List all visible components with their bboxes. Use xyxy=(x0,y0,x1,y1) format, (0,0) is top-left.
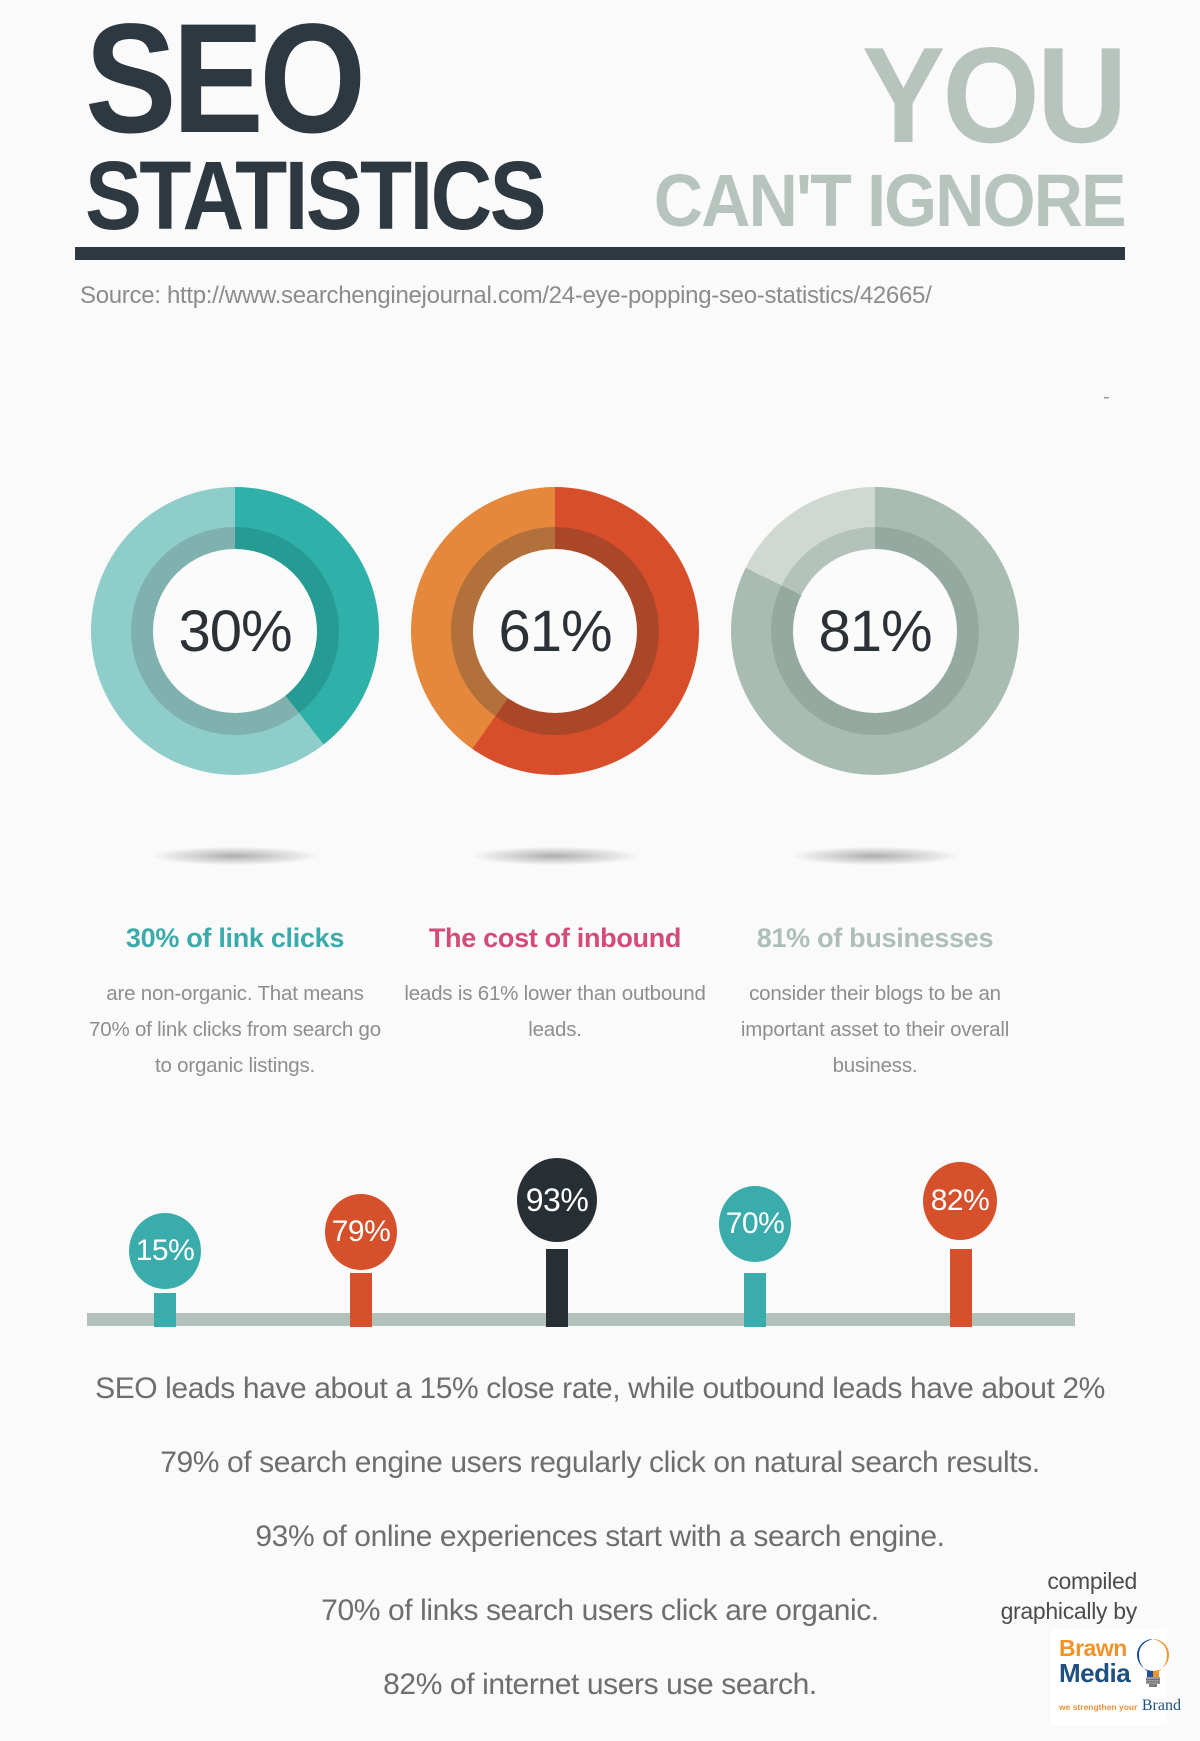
donut-hole: 30% xyxy=(153,549,317,713)
donut-caption-heading: 81% of businesses xyxy=(756,923,994,953)
statement-natural-results: 79% of search engine users regularly cli… xyxy=(160,1446,1040,1479)
donut-hole: 61% xyxy=(473,549,637,713)
donut-shadow xyxy=(758,843,992,869)
logo-word-brawn: Brawn xyxy=(1059,1635,1127,1661)
subtitle-line2: CAN'T IGNORE xyxy=(654,158,1127,242)
lollipop-bubble-82: 82% xyxy=(923,1162,997,1240)
statement-search-engine-start: 93% of online experiences start with a s… xyxy=(255,1520,945,1553)
lollipop-value-label: 79% xyxy=(331,1215,391,1248)
lollipop-bubble-79: 79% xyxy=(325,1194,397,1270)
donut-chart-61: 61% xyxy=(411,487,699,775)
compiled-by-text: compiled graphically by xyxy=(1000,1566,1138,1626)
lollipop-value-label: 93% xyxy=(525,1181,589,1218)
donut-caption-body: consider their blogs to be an important … xyxy=(740,982,1010,1077)
donut-chart-30: 30% xyxy=(91,487,379,775)
logo-tagline: we strengthen your Brand xyxy=(1059,1697,1181,1715)
donut-value-label: 30% xyxy=(178,598,292,664)
donut-value-label: 61% xyxy=(498,598,612,664)
donut-shadow xyxy=(438,843,672,869)
brawn-media-logo: Brawn Media we strengthen your Brand xyxy=(1051,1629,1181,1725)
brain-lightbulb-icon xyxy=(1133,1637,1173,1694)
donut-hole: 81% xyxy=(793,549,957,713)
donut-shadow xyxy=(118,843,352,869)
donut-caption-body: are non-organic. That means 70% of link … xyxy=(89,982,381,1077)
lollipop-bubble-93: 93% xyxy=(517,1158,597,1242)
statements-block: SEO leads have about a 15% close rate, w… xyxy=(0,1352,1200,1722)
donut-caption-heading: 30% of link clicks xyxy=(125,923,345,953)
compiled-line1: compiled xyxy=(1047,1568,1137,1594)
source-url-text: Source: http://www.searchenginejournal.c… xyxy=(80,282,932,309)
donut-chart-81: 81% xyxy=(731,487,1019,775)
stray-dash-mark: - xyxy=(1103,386,1110,408)
lollipop-value-label: 70% xyxy=(725,1207,785,1240)
lollipop-stem-70 xyxy=(744,1273,766,1327)
logo-wordmark: Brawn Media xyxy=(1059,1635,1131,1688)
lollipop-value-label: 15% xyxy=(135,1234,195,1267)
page-title: SEO xyxy=(85,0,366,166)
logo-top-row: Brawn Media xyxy=(1059,1635,1170,1694)
donut-caption-heading: The cost of inbound xyxy=(428,923,682,953)
lollipop-value-label: 82% xyxy=(930,1184,990,1217)
donut-column-2: 61% The cost of inbound leads is 61% low… xyxy=(395,487,715,1084)
lollipop-stem-93 xyxy=(546,1249,568,1327)
statement-organic-links: 70% of links search users click are orga… xyxy=(321,1594,879,1627)
tagline-brand-text: Brand xyxy=(1141,1697,1181,1714)
donut-value-label: 81% xyxy=(818,598,932,664)
title-right-block: YOU CAN'T IGNORE xyxy=(613,19,1128,242)
donut-caption-body: leads is 61% lower than outbound leads. xyxy=(404,982,706,1041)
lollipop-bubble-15: 15% xyxy=(129,1213,201,1289)
donut-column-3: 81% 81% of businesses consider their blo… xyxy=(715,487,1035,1084)
tagline-small-text: we strengthen your xyxy=(1059,1702,1138,1712)
header-divider xyxy=(75,247,1125,260)
page-title-line2: STATISTICS xyxy=(85,141,547,251)
statement-close-rate: SEO leads have about a 15% close rate, w… xyxy=(95,1372,1105,1405)
compiled-line2: graphically by xyxy=(1000,1598,1138,1624)
logo-word-media: Media xyxy=(1059,1658,1131,1688)
lollipop-bubble-70: 70% xyxy=(719,1186,791,1262)
lollipop-stem-79 xyxy=(350,1273,372,1327)
lollipop-stem-82 xyxy=(950,1249,972,1327)
title-left-block: SEO STATISTICS xyxy=(85,0,606,251)
lollipop-baseline xyxy=(87,1313,1075,1326)
statement-internet-search: 82% of internet users use search. xyxy=(383,1668,817,1701)
donut-column-1: 30% 30% of link clicks are non-organic. … xyxy=(75,487,395,1084)
lollipop-stem-15 xyxy=(154,1293,176,1327)
subtitle: YOU xyxy=(862,19,1128,171)
donut-chart-row: 30% 30% of link clicks are non-organic. … xyxy=(75,487,1035,1084)
